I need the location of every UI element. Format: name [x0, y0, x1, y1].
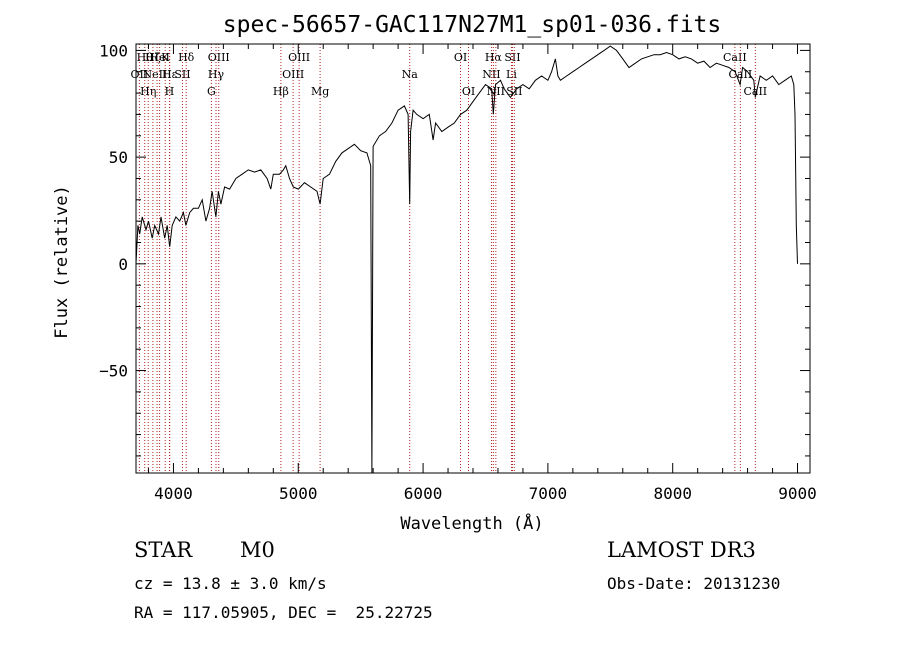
coordinates: RA = 117.05905, DEC = 25.22725 [134, 603, 433, 622]
x-tick-label: 8000 [653, 484, 692, 503]
x-tick-label: 4000 [154, 484, 193, 503]
y-tick-label: 100 [99, 41, 128, 60]
marker-label: Hα [485, 51, 503, 64]
marker-label: Hζ [145, 51, 161, 64]
marker-label: Na [402, 68, 419, 81]
marker-label: OIII [288, 51, 310, 64]
y-tick-label: 50 [109, 148, 128, 167]
y-tick-label: 0 [118, 255, 128, 274]
plot-area: HθOIIHηHζNeIIIHeIKHHεSIIHδGHγOIIIHβOIIIO… [131, 43, 811, 474]
marker-label: Hγ [208, 68, 225, 81]
survey-name: LAMOST DR3 [607, 538, 756, 562]
plot-frame [135, 43, 811, 474]
x-axis-ticks: 4000 5000 6000 7000 8000 9000 [147, 44, 817, 503]
marker-label: NII [482, 68, 500, 81]
marker-label: K [161, 51, 170, 64]
marker-label: OI [454, 51, 467, 64]
marker-label: Hε [162, 68, 178, 81]
object-subclass: M0 [240, 538, 275, 562]
line-markers: HθOIIHηHζNeIIIHeIKHHεSIIHδGHγOIIIHβOIIIO… [131, 44, 767, 473]
marker-label: HeI [149, 51, 169, 64]
marker-label: OII [131, 68, 149, 81]
marker-label: SII [504, 51, 520, 64]
marker-label: H [165, 85, 175, 98]
marker-label: NeIII [143, 68, 172, 81]
marker-label: CaII [743, 85, 767, 98]
marker-label: Li [506, 68, 517, 81]
chart-title: spec-56657-GAC117N27M1_sp01-036.fits [223, 12, 722, 38]
marker-label: CaII [723, 51, 747, 64]
marker-label: SII [174, 68, 190, 81]
observation-date: Obs-Date: 20131230 [607, 574, 781, 593]
marker-label: Hβ [273, 85, 289, 98]
marker-label: OI [462, 85, 475, 98]
x-tick-label: 7000 [529, 484, 568, 503]
marker-label: Hδ [178, 51, 195, 64]
redshift-value: cz = 13.8 ± 3.0 km/s [134, 574, 327, 593]
marker-label: Hθ [137, 51, 154, 64]
y-axis-label: Flux (relative) [52, 185, 72, 339]
spectrum-line [135, 45, 798, 474]
x-axis-label: Wavelength (Å) [400, 512, 543, 534]
y-tick-label: −50 [99, 362, 128, 381]
marker-label: Mg [311, 85, 329, 98]
object-class: STAR [134, 538, 193, 562]
marker-label: Hη [140, 85, 156, 98]
x-tick-label: 9000 [778, 484, 817, 503]
marker-label: OIII [282, 68, 304, 81]
x-tick-label: 6000 [404, 484, 443, 503]
marker-label: OIII [208, 51, 230, 64]
x-tick-label: 5000 [279, 484, 318, 503]
marker-label: G [207, 85, 216, 98]
y-axis-ticks: −50 0 50 100 [99, 41, 810, 457]
